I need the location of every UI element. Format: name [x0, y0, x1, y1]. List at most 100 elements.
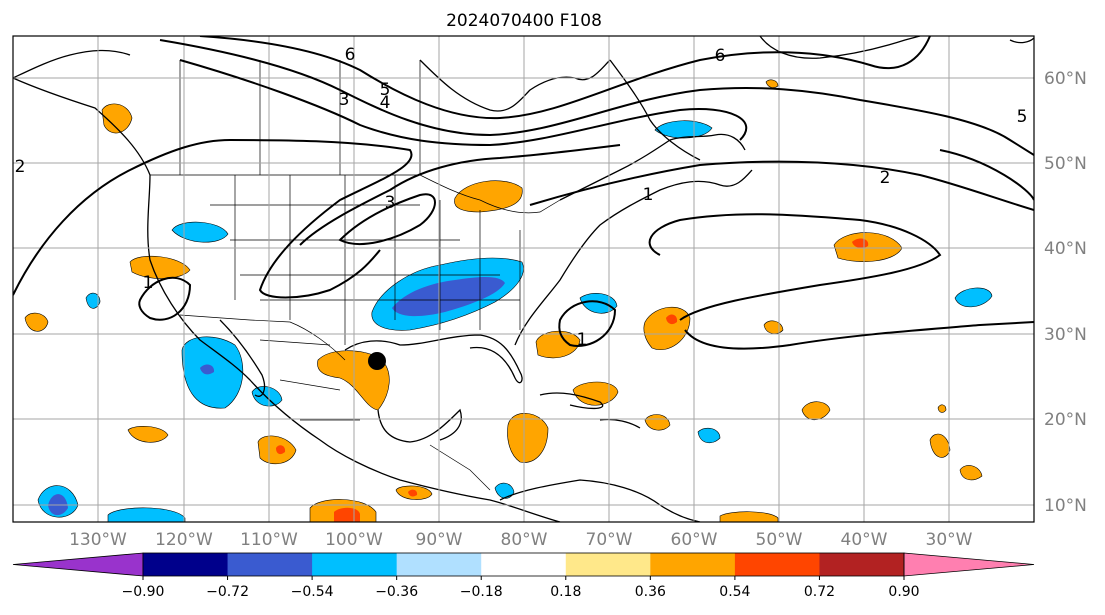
shade-positive-california-coast	[129, 255, 191, 279]
border-us-canada	[150, 174, 561, 214]
figure-title: 2024070400 F108	[446, 11, 602, 31]
colorbar-segment	[734, 553, 820, 576]
coast-greenland	[759, 36, 921, 59]
contour-lines	[13, 36, 1034, 350]
colorbar-segment	[650, 553, 736, 576]
lat-label: 30°N	[1044, 325, 1087, 345]
location-marker	[368, 352, 386, 370]
shade-positive-pacific-south	[127, 426, 169, 443]
contour-label: 6	[715, 46, 726, 66]
lon-label: 130°W	[69, 530, 127, 550]
shade-positive-atlantic-east-tall	[929, 433, 951, 458]
shade-negative-labrador	[654, 120, 713, 139]
colorbar-segment	[227, 553, 313, 576]
contour-labels: 6 6 5 5 4 3 3 2 2 1 1 1	[15, 45, 1028, 350]
contour-2-north-right	[939, 149, 1034, 201]
contour-1-loop-atlantic	[684, 321, 1034, 350]
contour-label: 2	[880, 168, 891, 188]
shade-negative-bermuda	[579, 293, 618, 314]
lon-label: 110°W	[240, 530, 298, 550]
shade-positive-atlantic-tropical	[719, 511, 779, 522]
lon-label: 90°W	[416, 530, 463, 550]
colorbar-segment	[481, 553, 567, 576]
lat-label: 50°N	[1044, 154, 1087, 174]
coast-hudson	[419, 59, 611, 112]
contour-label: 3	[339, 90, 350, 110]
shade-positive-atlantic-east-small	[801, 401, 831, 421]
shade-positive-pacific-mid	[24, 312, 49, 332]
colorbar-tick-label: 0.54	[719, 584, 750, 600]
colorbar-segment	[565, 553, 651, 576]
colorbar-segment	[819, 553, 905, 576]
lon-label: 30°W	[926, 530, 973, 550]
contour-label: 6	[345, 45, 356, 65]
colorbar-tick-label: −0.18	[460, 584, 503, 600]
shade-positive-atlantic-west-core	[666, 314, 678, 325]
shade-negative-atlantic-east	[954, 287, 993, 308]
contour-6-north	[199, 36, 931, 120]
coast-iceland	[1009, 37, 1034, 44]
shade-positive-mexico-south-core	[276, 445, 286, 455]
longitude-labels: 130°W 120°W 110°W 100°W 90°W 80°W 70°W 6…	[69, 530, 973, 550]
contour-2-east	[529, 160, 1034, 211]
shade-positive-east-caribbean	[644, 414, 671, 431]
map-frame	[12, 35, 1035, 523]
shade-positive-atlantic-west	[643, 306, 691, 350]
colorbar-tick-label: 0.36	[635, 584, 666, 600]
contour-label: 1	[577, 330, 588, 350]
shade-negative-california	[171, 221, 229, 243]
coast-hispaniola	[599, 418, 641, 429]
border-canada-provinces	[179, 60, 421, 175]
colorbar-tick-label: −0.90	[122, 584, 165, 600]
contour-label: 5	[1017, 107, 1028, 127]
coast-east-us	[514, 169, 753, 346]
contour-label: 4	[380, 93, 391, 113]
graticule	[13, 36, 1034, 522]
lon-label: 40°W	[841, 530, 888, 550]
contour-1-west	[138, 276, 192, 321]
border-central-america	[429, 444, 491, 491]
coast-gulf-mexico	[344, 334, 523, 384]
latitude-labels: 60°N 50°N 40°N 30°N 20°N 10°N	[1044, 69, 1087, 516]
shade-positive-great-lakes	[454, 180, 523, 213]
lat-label: 60°N	[1044, 69, 1087, 89]
lon-label: 100°W	[325, 530, 383, 550]
colorbar-tick-label: 0.90	[888, 584, 919, 600]
anomaly-shading	[24, 79, 993, 522]
colorbar-tick-label: −0.36	[375, 584, 418, 600]
colorbar-frame	[142, 552, 905, 577]
contour-5-north	[159, 39, 1034, 156]
contour-3-loop	[338, 193, 436, 246]
colorbar-segment	[396, 553, 482, 576]
contour-3-main	[299, 144, 621, 246]
shade-negative-mexico-pacific-core	[200, 364, 215, 375]
lat-label: 20°N	[1044, 410, 1087, 430]
contour-1-atlantic	[648, 213, 942, 321]
lat-label: 10°N	[1044, 496, 1087, 516]
shade-positive-antilles	[572, 381, 619, 406]
lon-label: 120°W	[155, 530, 213, 550]
contour-2-main	[13, 138, 413, 299]
shade-negative-central-us-core	[392, 276, 505, 317]
colorbar-tick-label: 0.72	[804, 584, 835, 600]
shade-negative-hawaii-east	[85, 292, 101, 309]
contour-4	[179, 59, 748, 147]
contour-label: 5	[380, 80, 391, 100]
shade-positive-atlantic-mid-small	[763, 320, 784, 334]
shade-positive-east-pacific-core	[334, 507, 360, 522]
shade-positive-caribbean	[507, 413, 549, 463]
coast-south-america	[499, 479, 701, 522]
shade-positive-atlantic-east-low	[959, 465, 983, 481]
coast-cuba	[539, 392, 604, 410]
contour-label: 1	[143, 273, 154, 293]
colorbar-extend-low	[12, 552, 144, 577]
coast-canada-east	[559, 133, 746, 201]
colorbar-segment	[143, 553, 229, 576]
colorbar-tick-label: 0.18	[550, 584, 581, 600]
colorbar-segment	[312, 553, 398, 576]
shade-negative-caribbean	[697, 427, 721, 444]
colorbar-extend-high	[903, 552, 1035, 577]
coast-yucatan	[377, 408, 462, 443]
lat-label: 40°N	[1044, 239, 1087, 259]
